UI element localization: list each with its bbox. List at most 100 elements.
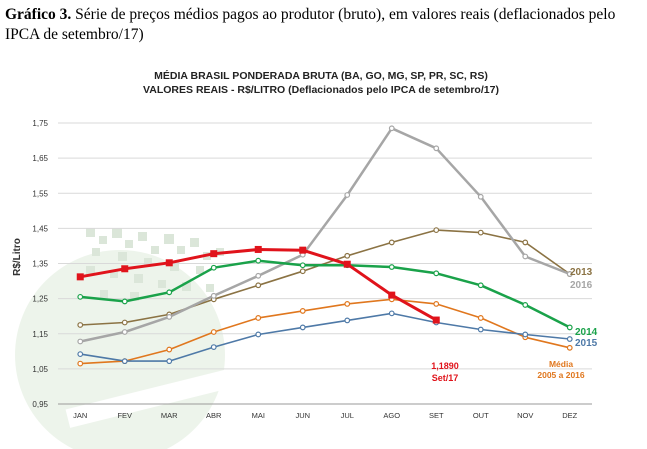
data-point xyxy=(388,291,396,299)
data-point xyxy=(432,316,440,324)
data-point xyxy=(76,273,84,281)
x-axis-ticks: JAN FEV MAR ABR MAI JUN JUL AGO SET OUT NOV DEZ xyxy=(73,411,578,420)
series-label-m-dia-2005-a-2016: Média 2005 a 2016 xyxy=(537,359,585,380)
chart-subtitle: VALORES REAIS - R$/LITRO (Deflacionados … xyxy=(143,84,499,96)
y-axis-ticks: 0,95 1,05 1,15 1,25 1,35 1,45 1,55 1,65 1,75 xyxy=(32,119,48,409)
data-point xyxy=(255,282,262,289)
series-label-2014: 2014 xyxy=(575,327,598,338)
series-label-2016: 2016 xyxy=(570,280,593,291)
y-axis-label: R$/Litro xyxy=(12,238,23,276)
x-tick-label: JUN xyxy=(295,411,310,420)
series-line-2016 xyxy=(80,127,571,343)
data-point xyxy=(121,319,128,326)
x-tick-label: JUL xyxy=(341,411,354,420)
data-point xyxy=(477,229,484,236)
x-tick-label: SET xyxy=(429,411,444,420)
data-point xyxy=(255,257,262,264)
x-tick-label: OUT xyxy=(473,411,489,420)
series-label-2015: 2015 xyxy=(575,338,598,349)
series-layer xyxy=(76,125,573,367)
data-point xyxy=(566,271,573,277)
data-point xyxy=(255,272,262,279)
y-tick-label: 1,45 xyxy=(32,224,48,233)
x-tick-label: FEV xyxy=(117,411,132,420)
x-tick-label: DEZ xyxy=(562,411,577,420)
data-point xyxy=(433,300,440,307)
x-tick-label: MAR xyxy=(161,411,178,420)
data-point xyxy=(77,360,84,367)
data-point xyxy=(522,239,529,246)
y-tick-label: 0,95 xyxy=(32,400,48,409)
y-tick-label: 1,55 xyxy=(32,189,48,198)
data-point xyxy=(299,324,306,331)
data-point xyxy=(77,338,84,345)
caption-text: Série de preços médios pagos ao produtor… xyxy=(5,6,616,43)
data-point xyxy=(210,329,217,335)
x-tick-label: JAN xyxy=(73,411,87,420)
data-point xyxy=(166,289,173,296)
series-2016 xyxy=(77,125,573,345)
data-point xyxy=(344,317,351,324)
x-tick-label: ABR xyxy=(206,411,222,420)
data-point xyxy=(388,310,395,317)
data-point xyxy=(388,239,395,246)
data-point xyxy=(255,315,262,321)
data-point xyxy=(343,260,351,268)
data-point xyxy=(299,308,306,314)
series-2014 xyxy=(77,257,573,331)
data-point xyxy=(344,192,351,198)
data-point xyxy=(121,298,128,305)
data-point xyxy=(299,262,306,269)
data-point xyxy=(566,344,573,351)
x-tick-label: MAI xyxy=(252,411,265,420)
data-point xyxy=(121,329,128,335)
data-point xyxy=(255,331,262,338)
series-labels: Média 2005 a 2016 2015 2013 2016 2014 1,1890 Se… xyxy=(431,267,597,383)
data-point xyxy=(299,246,307,254)
data-point xyxy=(210,292,217,299)
data-point xyxy=(344,252,351,259)
series-line-2015 xyxy=(80,312,570,362)
data-point xyxy=(165,259,173,267)
data-point xyxy=(522,331,529,338)
y-tick-label: 1,25 xyxy=(32,295,48,304)
series-line-2014 xyxy=(80,259,571,329)
data-point xyxy=(166,358,173,365)
data-point xyxy=(210,250,218,258)
data-point xyxy=(522,253,529,260)
data-point xyxy=(433,145,440,152)
data-point xyxy=(477,193,484,200)
data-point xyxy=(344,300,351,307)
data-point xyxy=(566,336,573,342)
x-tick-label: NOV xyxy=(517,411,533,420)
gridlines xyxy=(58,122,592,370)
caption-label: Gráfico 3. xyxy=(5,6,72,23)
data-point xyxy=(166,346,173,353)
data-point xyxy=(433,270,440,277)
data-point xyxy=(522,302,529,308)
chart-title: MÉDIA BRASIL PONDERADA BRUTA (BA, GO, MG… xyxy=(154,69,488,82)
data-point xyxy=(210,344,217,350)
data-point xyxy=(166,313,173,320)
data-point xyxy=(121,358,128,365)
data-point xyxy=(388,264,395,270)
data-point xyxy=(254,245,262,253)
y-tick-label: 1,65 xyxy=(32,154,48,163)
data-point xyxy=(388,125,395,132)
series-line-m-dia-2005-a-2016 xyxy=(80,298,570,365)
y-tick-label: 1,35 xyxy=(32,260,48,269)
y-tick-label: 1,75 xyxy=(32,119,48,128)
data-point xyxy=(121,265,129,273)
y-tick-label: 1,15 xyxy=(32,330,48,339)
background-watermark xyxy=(15,228,265,449)
x-tick-label: AGO xyxy=(383,411,400,420)
data-point xyxy=(77,293,84,300)
data-point xyxy=(477,282,484,289)
series-2017 xyxy=(76,245,440,324)
data-point xyxy=(299,268,306,275)
data-point xyxy=(477,326,484,333)
data-point xyxy=(210,264,217,271)
data-point xyxy=(77,322,84,328)
data-point xyxy=(477,315,484,321)
